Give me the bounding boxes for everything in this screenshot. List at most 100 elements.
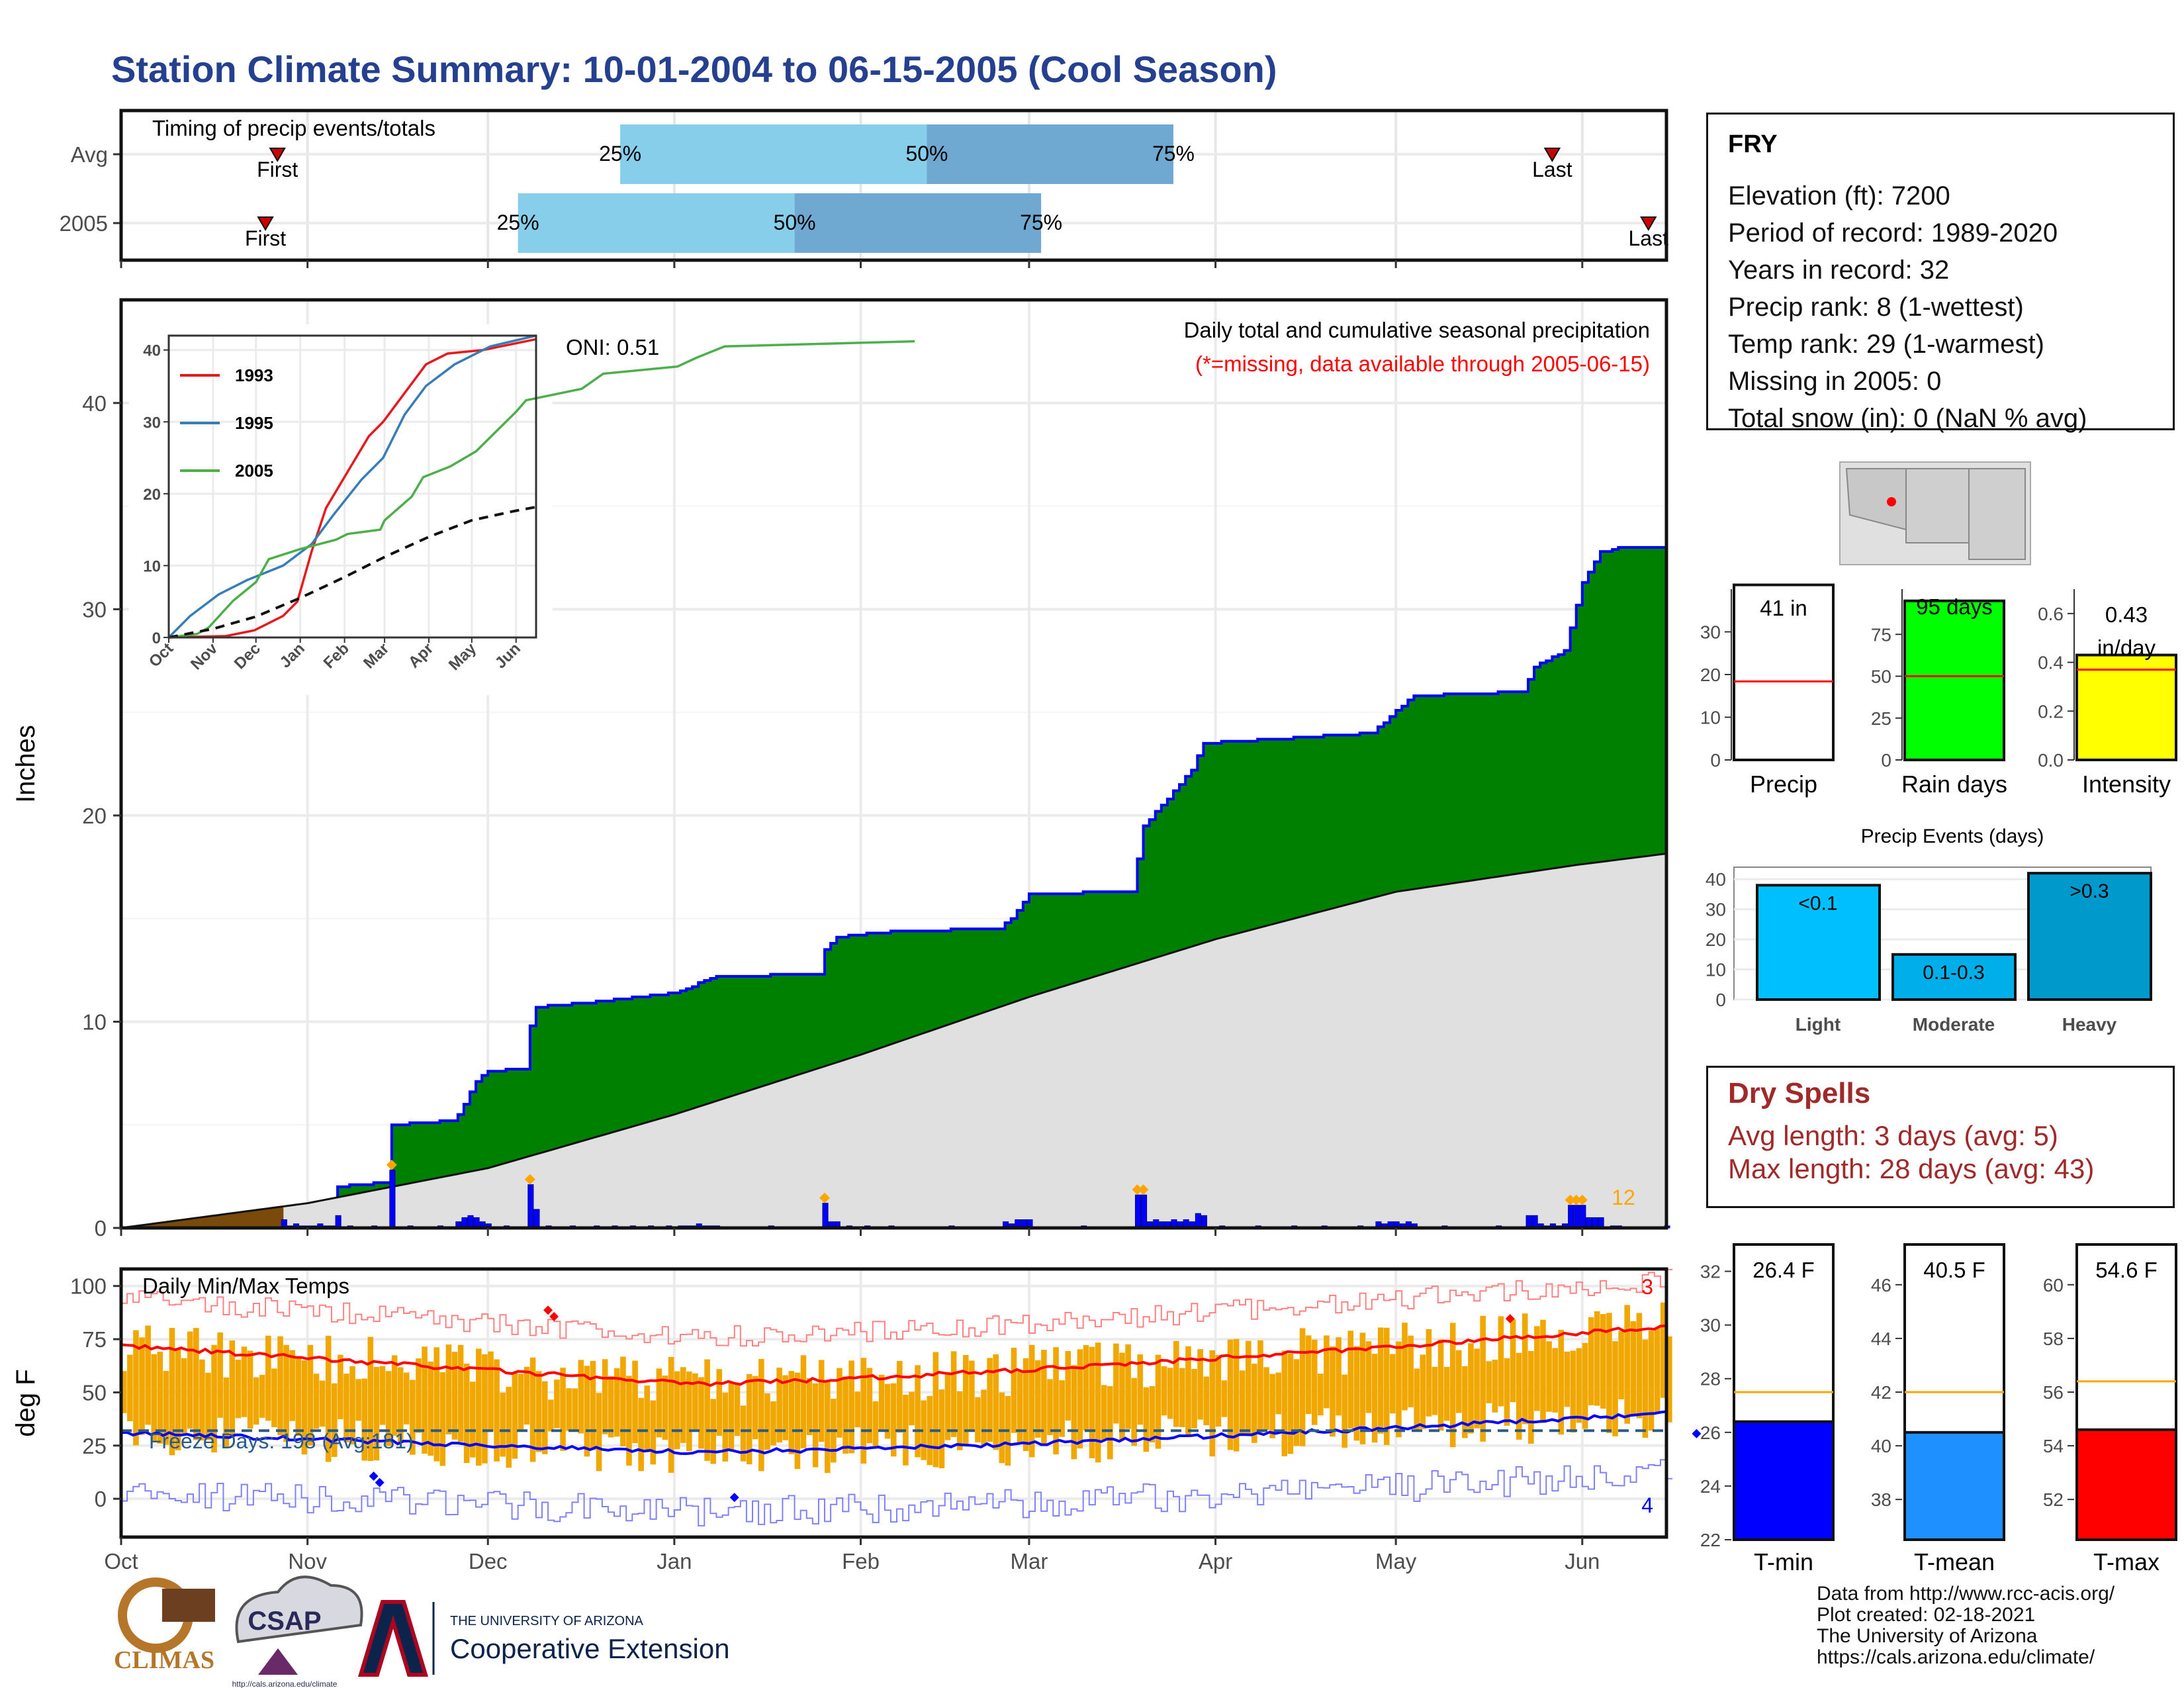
temp-range-bar (1017, 1371, 1023, 1443)
temp-range-bar (962, 1354, 969, 1444)
temp-range-bar (181, 1358, 187, 1434)
temp-range-bar (975, 1397, 981, 1442)
q25-label: 25% (497, 211, 539, 234)
stat-category-label: Rain days (1901, 771, 2007, 798)
temp-range-bar (1167, 1368, 1173, 1419)
record-low-marker (729, 1493, 739, 1503)
x-tick-label: Nov (288, 1549, 327, 1573)
quartile-box-upper (927, 124, 1173, 184)
x-tick-label: May (1375, 1549, 1417, 1573)
map-state-tx (1968, 468, 2026, 560)
stat-bar (1733, 583, 1835, 761)
inset-y-tick-label: 10 (143, 557, 161, 575)
temp-range-bar (338, 1354, 343, 1419)
temp-range-bar (692, 1373, 698, 1430)
temp-range-bar (933, 1352, 939, 1468)
y-tick-label: 0 (1881, 750, 1891, 771)
temp-range-bar (1606, 1313, 1612, 1433)
temp-range-bar (1347, 1331, 1354, 1429)
row-label: Avg (71, 142, 108, 167)
temp-range-bar (987, 1358, 993, 1442)
legend-note: (*=missing, data available through 2005-… (1195, 352, 1650, 376)
heavy-event-marker (1138, 1184, 1149, 1196)
temp-range-bar (788, 1371, 795, 1454)
climas-logo-text: CLIMAS (114, 1646, 214, 1674)
y-tick-label: 26 (1700, 1423, 1721, 1443)
csap-cloud-icon (235, 1575, 363, 1644)
temp-range-bar (572, 1388, 578, 1430)
record-high-line (121, 1268, 1673, 1347)
temp-range-bar (1011, 1347, 1017, 1433)
y-tick-label: 100 (70, 1274, 107, 1299)
temp-range-bar (662, 1375, 668, 1440)
temp-range-bar (1028, 1344, 1035, 1458)
event-category: Light (1796, 1014, 1841, 1035)
last-label: Last (1629, 226, 1669, 250)
temp-panel-label: Daily Min/Max Temps (142, 1274, 349, 1298)
temp-range-bar (1594, 1311, 1600, 1406)
temp-range-bar (956, 1391, 963, 1450)
daily-precip-bar (467, 1215, 474, 1229)
temp-range-bar (999, 1392, 1005, 1464)
y-tick-label: 0.6 (2038, 604, 2064, 624)
inset-y-tick-label: 0 (152, 630, 161, 647)
stat-bar (1903, 599, 2005, 761)
inset-series-line (168, 338, 537, 639)
y-tick-label: 50 (82, 1380, 107, 1405)
station-info-box: FRY Elevation (ft): 7200 Period of recor… (1706, 113, 2175, 433)
temp-range-bar (205, 1372, 211, 1440)
map-state-nm (1905, 468, 1970, 543)
temp-range-bar (1522, 1313, 1528, 1425)
temp-range-bar (1330, 1346, 1336, 1437)
y-tick-label: 20 (1706, 929, 1726, 950)
temp-range-bar (1053, 1347, 1059, 1455)
temp-range-bar (1492, 1360, 1498, 1413)
temp-range-bar (608, 1376, 614, 1438)
temp-range-bar (1546, 1341, 1552, 1412)
temp-range-bar (764, 1393, 770, 1450)
station-line: Years in record: 32 (1728, 256, 1950, 285)
daily-precip-bar (1531, 1215, 1538, 1229)
daily-precip-bar (1568, 1205, 1574, 1229)
q25-label: 25% (599, 142, 641, 165)
temp-range-bar (313, 1374, 320, 1429)
first-label: First (245, 226, 286, 250)
temp-range-bar (1324, 1335, 1330, 1409)
heavy-event-marker (1570, 1194, 1582, 1205)
temp-range-bar (397, 1367, 404, 1443)
footer-credits: Data from http://www.rcc-acis.org/ Plot … (1817, 1583, 2115, 1668)
temp-range-bar (680, 1367, 686, 1443)
temp-range-bar (1540, 1319, 1546, 1423)
y-tick-label: 10 (1700, 708, 1721, 728)
temp-range-bar (866, 1368, 873, 1444)
temp-range-bar (878, 1374, 885, 1432)
temp-range-bar (469, 1382, 476, 1458)
daily-precip-bar (822, 1203, 829, 1229)
y-tick-label: 44 (1871, 1329, 1891, 1349)
temp-range-bar (1402, 1323, 1408, 1411)
temp-range-bar (872, 1401, 879, 1446)
events-title: Precip Events (days) (1861, 825, 2044, 847)
event-bar-label: <0.1 (1798, 892, 1837, 914)
y-tick-label: 22 (1700, 1530, 1721, 1550)
temp-stat-value: 54.6 F (2095, 1258, 2158, 1282)
daily-precip-bar (389, 1170, 396, 1229)
y-tick-label: 0 (1710, 750, 1721, 771)
temp-range-bar (1299, 1328, 1306, 1446)
temp-range-bar (127, 1354, 133, 1421)
y-tick-label: 25 (1871, 708, 1891, 729)
dry-spells-title: Dry Spells (1728, 1077, 1871, 1109)
temp-range-bar (1630, 1321, 1637, 1417)
temp-range-bar (602, 1359, 608, 1434)
x-tick-label: Mar (1011, 1549, 1048, 1573)
event-category: Moderate (1913, 1014, 1995, 1035)
heavy-event-marker (1576, 1194, 1588, 1205)
y-axis-label: deg F (11, 1369, 40, 1436)
first-event-marker (269, 148, 286, 162)
temp-range-bar (1371, 1354, 1378, 1443)
temp-stat-value: 40.5 F (1923, 1258, 1985, 1282)
temp-range-bar (169, 1328, 175, 1456)
precip-panel: 0 10 20 30 40 Inches ONI: 0.51 Daily total and … (11, 298, 1670, 1241)
